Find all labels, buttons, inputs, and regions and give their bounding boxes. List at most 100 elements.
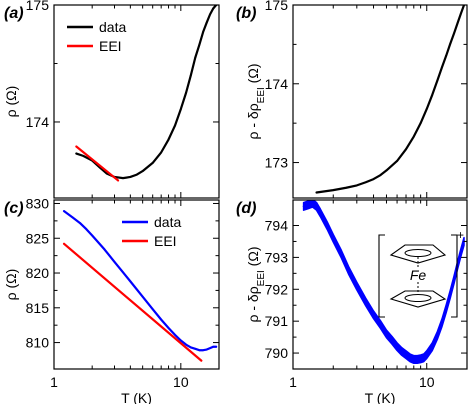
- chart-d-y-tick-label: 794: [265, 218, 289, 234]
- chart-c-x-tick-label: 1: [50, 374, 58, 390]
- chart-d-inset-ring-bottom: [389, 290, 447, 308]
- chart-d-series-line-point: [364, 301, 367, 303]
- chart-b-y-axis-label: ρ - δρEEI (Ω): [245, 64, 267, 140]
- chart-c-y-axis-label: ρ (Ω): [3, 269, 19, 301]
- chart-c-data-line-point: [215, 345, 218, 348]
- chart-c-panel-letter: (c): [4, 200, 24, 217]
- chart-c-data-line: [62, 210, 218, 352]
- chart-c-data-line-point: [141, 295, 144, 298]
- chart-a-data-line-point: [179, 108, 182, 110]
- chart-b-y-tick-label: 175: [265, 0, 289, 13]
- chart-c-y-tick-label: 810: [26, 335, 50, 351]
- chart-a-data-line-point: [135, 173, 138, 176]
- chart-a-eei-line-point: [75, 145, 78, 148]
- chart-c-y-tick-label: 830: [26, 195, 50, 211]
- chart-b-y-tick-label: 173: [265, 155, 289, 171]
- chart-b-series-line-point: [379, 174, 382, 177]
- chart-d-series-line-point: [307, 203, 310, 206]
- chart-d-series-line-point: [385, 333, 388, 335]
- chart-b-series-line-point: [449, 42, 452, 45]
- chart-a-data-line-point: [160, 151, 163, 154]
- chart-b-series-line-point: [332, 189, 335, 192]
- chart-a-data-line-point: [75, 152, 78, 155]
- chart-d-series-line-point: [459, 251, 462, 254]
- chart-a-data-line-point: [198, 43, 201, 46]
- chart-a-data-line-point: [202, 31, 205, 33]
- chart-d-y-axis-label-part: EEI: [256, 270, 267, 286]
- chart-d-series-line-point: [326, 224, 329, 227]
- chart-d-inset-charge: +: [457, 228, 464, 242]
- chart-d-series-line-point: [379, 323, 382, 326]
- chart-d-frame: [292, 199, 468, 370]
- chart-d-series-line-point: [416, 358, 419, 361]
- chart-a-frame: [53, 4, 220, 199]
- chart-c-data-line-point: [209, 347, 211, 350]
- chart-c-data-line-point: [189, 346, 192, 349]
- chart-d-series-line-point: [332, 237, 335, 240]
- chart-b-series-line-point: [425, 108, 428, 110]
- chart-d-inset-bracket-right: [451, 234, 458, 318]
- chart-d-series-line-point: [412, 358, 415, 361]
- chart-b-series-line-point: [385, 169, 388, 172]
- chart-c-data-line-point: [78, 222, 81, 224]
- chart-c-data-line-point: [113, 261, 116, 263]
- chart-d-series-line-point: [347, 269, 350, 272]
- chart-b-series-group: [315, 5, 466, 194]
- chart-d-inset-fe-label: Fe: [410, 267, 427, 283]
- chart-d-inset-molecule: Fe +: [378, 228, 464, 318]
- chart-d-series-line-point: [405, 353, 407, 356]
- chart-a-data-line-point: [105, 172, 108, 175]
- chart-a-data-line-point: [141, 170, 144, 173]
- chart-d-panel-letter: (d): [236, 200, 256, 217]
- chart-c-legend-label: EEI: [154, 233, 177, 249]
- chart-b-series-line-point: [405, 148, 407, 151]
- chart-c-data-line-point: [71, 216, 74, 219]
- chart-a-data-line-point: [129, 176, 132, 178]
- chart-d-y-axis-label-part: (Ω): [245, 247, 261, 271]
- chart-a-y-tick-label: 175: [26, 0, 50, 13]
- chart-d-series-line-point: [453, 278, 455, 281]
- chart-a-legend-label: EEI: [99, 38, 122, 54]
- chart-b-series-line-point: [441, 66, 443, 69]
- chart-d-x-tick-label: 10: [419, 374, 435, 390]
- chart-b-series-line-point: [315, 191, 318, 194]
- chart-d-y-tick-label: 790: [265, 345, 289, 361]
- chart-d-inset-ring-top: [389, 244, 447, 264]
- chart-b-series-line-point: [436, 79, 439, 82]
- chart-a-panel-letter: (a): [4, 5, 24, 22]
- chart-a-data-line-point: [167, 138, 170, 141]
- chart-d-series-line-point: [425, 353, 428, 356]
- chart-b-series-line: [315, 5, 466, 194]
- chart-c-data-line-point: [103, 248, 106, 251]
- chart-c-legend-label: data: [154, 214, 181, 230]
- chart-c-data-line-point: [179, 339, 182, 342]
- chart-a-y-axis-label: ρ (Ω): [3, 86, 19, 118]
- chart-d-inset-ring-top-circle: [404, 249, 432, 257]
- chart-a-y-axis-label-part: ρ (Ω): [3, 86, 19, 118]
- chart-b-series-line-point: [345, 186, 348, 189]
- chart-d-inset-ring-bottom-circle: [404, 294, 432, 302]
- chart-c-data-line-point: [185, 343, 187, 346]
- chart-b-panel-letter: (b): [236, 5, 256, 22]
- chart-d-y-tick-label: 793: [265, 249, 289, 265]
- chart-a-data-line-point: [82, 154, 85, 157]
- chart-d-x-tick-label: 1: [289, 374, 297, 390]
- chart-d-series-line-point: [449, 293, 452, 295]
- chart-d-series-line-point: [431, 345, 434, 348]
- chart-d-series-line-point: [372, 313, 375, 316]
- chart-c-data-line-point: [198, 349, 201, 352]
- chart-b-series-line-point: [396, 160, 398, 162]
- chart-a-data-line-point: [212, 7, 215, 10]
- chart-a-data-line-point: [151, 162, 154, 164]
- chart-a-data-line-point: [205, 21, 208, 24]
- chart-d-series-line-point: [315, 205, 318, 208]
- chart-d-y-tick-label: 792: [265, 281, 289, 297]
- chart-b-y-axis-label-part: ρ - δρ: [245, 103, 261, 139]
- chart-a-data-line-point: [174, 124, 176, 127]
- chart-a-data-line-point: [122, 177, 124, 180]
- chart-d-panel: (d) 790 791 792 793 794 1 10 T (K) ρ - δρEEI (Ω) F…: [236, 199, 468, 404]
- chart-d-series-line-point: [422, 356, 425, 359]
- chart-a-data-line-point: [185, 91, 187, 94]
- chart-c-data-line-point: [85, 228, 88, 231]
